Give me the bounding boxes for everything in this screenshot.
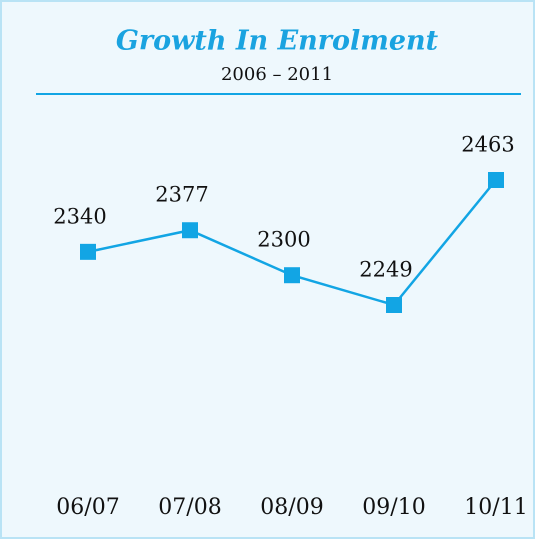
point bbox=[488, 172, 504, 188]
chart-title: Growth In Enrolment bbox=[116, 26, 439, 57]
data-label: 2249 bbox=[359, 258, 412, 282]
point bbox=[80, 243, 96, 260]
x-tick-label: 08/09 bbox=[260, 495, 323, 520]
data-label: 2377 bbox=[155, 183, 208, 207]
point bbox=[386, 297, 402, 313]
point bbox=[284, 267, 300, 284]
x-tick-label: 09/10 bbox=[362, 495, 425, 520]
x-tick-label: 10/11 bbox=[464, 495, 527, 520]
chart-subtitle: 2006 – 2011 bbox=[221, 64, 333, 85]
x-tick-label: 06/07 bbox=[56, 495, 119, 520]
data-label: 2300 bbox=[257, 228, 310, 252]
point bbox=[182, 222, 198, 239]
data-label: 2463 bbox=[461, 133, 514, 157]
x-tick-label: 07/08 bbox=[158, 495, 221, 520]
data-label: 2340 bbox=[53, 204, 106, 228]
